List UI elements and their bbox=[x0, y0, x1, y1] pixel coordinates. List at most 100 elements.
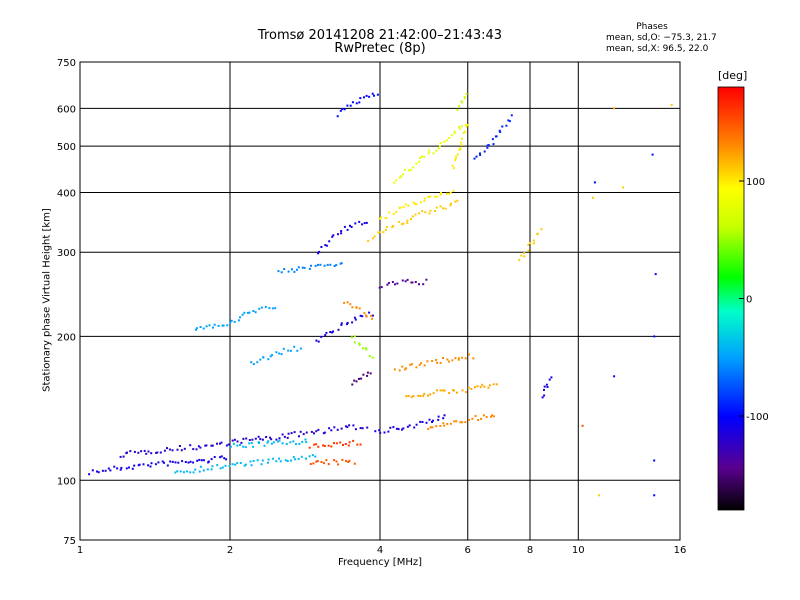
echo-point bbox=[365, 348, 368, 351]
echo-point bbox=[254, 311, 257, 314]
echo-point bbox=[485, 416, 488, 418]
echo-point bbox=[280, 353, 283, 356]
echo-point bbox=[392, 426, 395, 429]
echo-point bbox=[290, 432, 293, 435]
echo-point bbox=[324, 244, 327, 247]
echo-point bbox=[352, 439, 355, 442]
echo-point bbox=[140, 450, 143, 453]
echo-point bbox=[421, 210, 424, 213]
colorbar-tick-label: 100 bbox=[746, 177, 765, 188]
echo-point bbox=[325, 331, 328, 334]
echo-point bbox=[368, 355, 371, 357]
echo-point bbox=[252, 363, 255, 366]
echo-point bbox=[298, 442, 301, 445]
echo-point bbox=[399, 206, 402, 209]
echo-point bbox=[339, 262, 342, 265]
echo-point bbox=[205, 444, 208, 447]
echo-point bbox=[495, 383, 498, 386]
echo-point bbox=[287, 349, 290, 352]
echo-point bbox=[88, 473, 91, 476]
echo-point bbox=[460, 356, 463, 359]
echo-point bbox=[407, 204, 410, 207]
echo-point bbox=[358, 307, 361, 310]
echo-point bbox=[373, 235, 376, 238]
echo-point bbox=[133, 450, 136, 453]
echo-point bbox=[396, 282, 399, 285]
echo-point bbox=[126, 451, 128, 454]
echo-point bbox=[239, 316, 241, 319]
echo-point bbox=[432, 152, 435, 155]
echo-point bbox=[486, 146, 489, 149]
echo-point bbox=[391, 281, 394, 283]
echo-point bbox=[366, 426, 369, 429]
echo-point bbox=[431, 360, 434, 362]
echo-point bbox=[325, 244, 328, 247]
echo-point bbox=[487, 386, 490, 389]
echo-point bbox=[299, 430, 302, 433]
echo-point bbox=[197, 445, 200, 448]
echo-point bbox=[317, 263, 319, 266]
echo-point bbox=[345, 459, 348, 462]
echo-point bbox=[454, 200, 457, 203]
echo-point bbox=[465, 125, 468, 128]
echo-point bbox=[270, 442, 273, 445]
echo-point bbox=[423, 392, 426, 395]
echo-point bbox=[389, 426, 392, 429]
echo-point bbox=[410, 168, 413, 171]
echo-point bbox=[230, 319, 233, 322]
echo-point bbox=[275, 351, 278, 354]
echo-point bbox=[346, 228, 349, 231]
echo-point bbox=[387, 282, 390, 284]
echo-point bbox=[654, 273, 657, 276]
echo-point bbox=[431, 419, 434, 422]
echo-point bbox=[435, 149, 438, 152]
echo-point bbox=[330, 429, 333, 432]
echo-point bbox=[219, 467, 222, 470]
echo-point bbox=[237, 319, 240, 322]
chart-title: Tromsø 20141208 21:42:00–21:43:43 bbox=[257, 28, 503, 43]
echo-point bbox=[363, 96, 365, 99]
echo-point bbox=[358, 343, 361, 346]
echo-point bbox=[397, 221, 400, 223]
echo-point bbox=[419, 395, 422, 397]
echo-point bbox=[335, 264, 338, 267]
echo-point bbox=[651, 153, 654, 156]
echo-point bbox=[343, 301, 346, 304]
echo-point bbox=[359, 443, 362, 446]
echo-point bbox=[532, 239, 535, 242]
echo-point bbox=[283, 435, 286, 438]
echo-point bbox=[453, 132, 456, 135]
echo-point bbox=[395, 210, 398, 213]
echo-point bbox=[483, 150, 486, 153]
echo-point bbox=[333, 459, 336, 462]
echo-point bbox=[258, 307, 261, 310]
echo-point bbox=[440, 191, 442, 194]
echo-point bbox=[202, 459, 205, 462]
echo-point bbox=[351, 321, 354, 324]
echo-point bbox=[442, 422, 445, 425]
echo-point bbox=[249, 460, 252, 463]
echo-point bbox=[328, 427, 331, 430]
x-tick-label: 1 bbox=[77, 545, 83, 556]
echo-point bbox=[257, 435, 260, 438]
echo-point bbox=[192, 448, 195, 451]
echo-point bbox=[488, 384, 491, 387]
echo-point bbox=[483, 385, 486, 388]
echo-point bbox=[142, 463, 145, 466]
echo-point bbox=[442, 357, 444, 359]
echo-point bbox=[125, 467, 128, 470]
echo-point bbox=[200, 459, 203, 462]
x-tick-label: 6 bbox=[465, 545, 471, 556]
echo-point bbox=[252, 445, 255, 448]
echo-point bbox=[407, 394, 410, 397]
echo-point bbox=[317, 252, 320, 255]
echo-point bbox=[182, 471, 185, 474]
y-tick-label: 100 bbox=[57, 476, 76, 487]
echo-point bbox=[310, 430, 313, 433]
echo-point bbox=[527, 249, 530, 252]
echo-point bbox=[464, 421, 467, 424]
echo-point bbox=[335, 460, 338, 463]
echo-point bbox=[523, 252, 526, 254]
echo-point bbox=[415, 162, 418, 165]
echo-point bbox=[454, 157, 457, 160]
